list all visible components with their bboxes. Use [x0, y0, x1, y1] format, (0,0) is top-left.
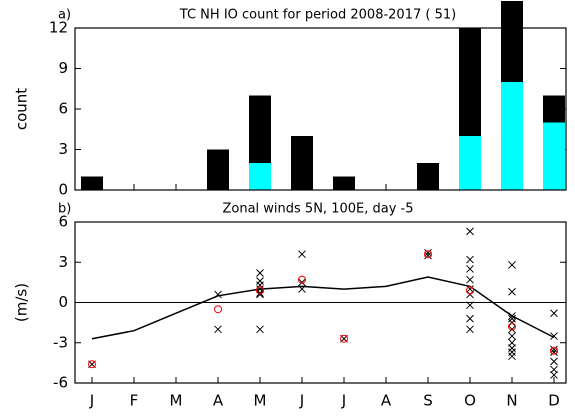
bar	[459, 136, 481, 190]
cross-marker	[466, 314, 474, 323]
cross-marker	[508, 352, 516, 361]
circle-marker	[466, 286, 474, 295]
cross-marker	[550, 345, 558, 354]
chart-title: Zonal winds 5N, 100E, day -5	[222, 202, 413, 217]
x-tick-label: S	[423, 392, 433, 410]
circle-marker	[508, 322, 516, 331]
bar	[459, 28, 481, 136]
circle-marker	[214, 305, 222, 314]
cross-marker	[508, 348, 516, 356]
x-tick-label: J	[341, 392, 346, 410]
y-tick-label: 6	[58, 213, 68, 231]
x-tick-label: A	[213, 392, 224, 410]
cross-marker	[550, 371, 558, 379]
y-tick-label: 3	[58, 140, 68, 158]
y-tick-label: 12	[49, 19, 68, 37]
bar	[291, 136, 313, 190]
cross-marker	[550, 332, 558, 340]
cross-marker	[508, 287, 516, 296]
bar	[333, 176, 355, 190]
line	[91, 276, 555, 340]
cross-marker	[508, 318, 516, 327]
panel-label: b)	[58, 202, 71, 217]
cross-marker	[298, 285, 306, 293]
cross-marker	[466, 290, 474, 299]
x-tick-label: O	[464, 392, 476, 410]
circle-marker	[298, 275, 306, 284]
y-tick-label: 6	[58, 100, 68, 118]
cross-marker	[298, 278, 306, 287]
cross-marker	[256, 277, 264, 285]
cross-marker	[466, 275, 474, 284]
y-tick-label: 9	[58, 59, 68, 77]
cross-marker	[508, 312, 516, 320]
circle-marker	[550, 346, 558, 355]
x-tick-label: N	[506, 392, 517, 410]
y-tick-label: 0	[58, 181, 68, 199]
bar	[501, 82, 523, 190]
x-tick-label: J	[299, 392, 304, 410]
y-axis-label: (m/s)	[13, 283, 31, 322]
bar	[249, 163, 271, 190]
plot-frame	[74, 27, 567, 191]
x-tick-label: M	[254, 392, 267, 410]
cross-marker	[508, 261, 516, 269]
cross-marker	[550, 309, 558, 318]
bar	[543, 95, 565, 123]
x-tick-label: J	[89, 392, 94, 410]
cross-marker	[256, 290, 264, 299]
cross-marker	[214, 325, 222, 334]
bar	[81, 176, 103, 190]
cross-marker	[298, 250, 306, 259]
cross-marker	[508, 325, 516, 334]
y-tick-label: 0	[58, 293, 68, 311]
cross-marker	[466, 265, 474, 273]
bar	[501, 1, 523, 82]
bar	[249, 95, 271, 163]
cross-marker	[466, 255, 474, 264]
bar	[417, 163, 439, 190]
y-tick-label: -3	[53, 333, 68, 351]
panel-label: a)	[58, 8, 71, 23]
cross-marker	[256, 289, 264, 297]
circle-marker	[340, 334, 348, 343]
cross-marker	[256, 325, 264, 334]
bar	[207, 149, 229, 190]
cross-marker	[466, 301, 474, 310]
x-tick-label: D	[548, 392, 560, 410]
x-tick-label: F	[130, 392, 139, 410]
x-tick-label: A	[381, 392, 392, 410]
cross-marker	[214, 290, 222, 299]
cross-marker	[550, 348, 558, 356]
bar	[543, 122, 565, 190]
y-tick-label: -6	[53, 374, 68, 392]
cross-marker	[466, 227, 474, 236]
cross-marker	[508, 344, 516, 352]
x-tick-label: M	[170, 392, 183, 410]
chart-title: TC NH IO count for period 2008-2017 ( 51…	[179, 8, 456, 23]
y-axis-label: count	[13, 88, 31, 130]
cross-marker	[424, 251, 432, 260]
circle-marker	[88, 360, 96, 369]
cross-marker	[508, 332, 516, 340]
y-tick-label: 3	[58, 253, 68, 271]
circle-marker	[256, 286, 264, 295]
cross-marker	[466, 325, 474, 334]
plot-frame	[74, 221, 567, 384]
cross-marker	[550, 357, 558, 366]
cross-marker	[424, 249, 432, 257]
circle-marker	[424, 250, 432, 259]
cross-marker	[256, 269, 264, 277]
